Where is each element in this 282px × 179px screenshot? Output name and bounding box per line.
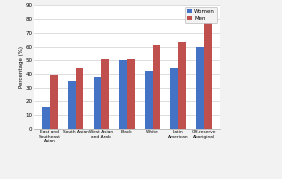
Bar [171, 69, 178, 129]
Bar [50, 75, 58, 129]
Bar [204, 23, 212, 129]
Bar [178, 42, 186, 129]
Y-axis label: Percentage (%): Percentage (%) [19, 46, 24, 88]
Bar [101, 59, 109, 129]
Bar [68, 81, 76, 129]
Bar [196, 47, 204, 129]
Bar [42, 107, 50, 129]
Bar [127, 59, 135, 129]
Legend: Women, Men: Women, Men [185, 7, 217, 23]
Bar [94, 77, 101, 129]
Bar [119, 60, 127, 129]
Bar [145, 71, 153, 129]
Bar [153, 45, 160, 129]
Bar [76, 69, 83, 129]
